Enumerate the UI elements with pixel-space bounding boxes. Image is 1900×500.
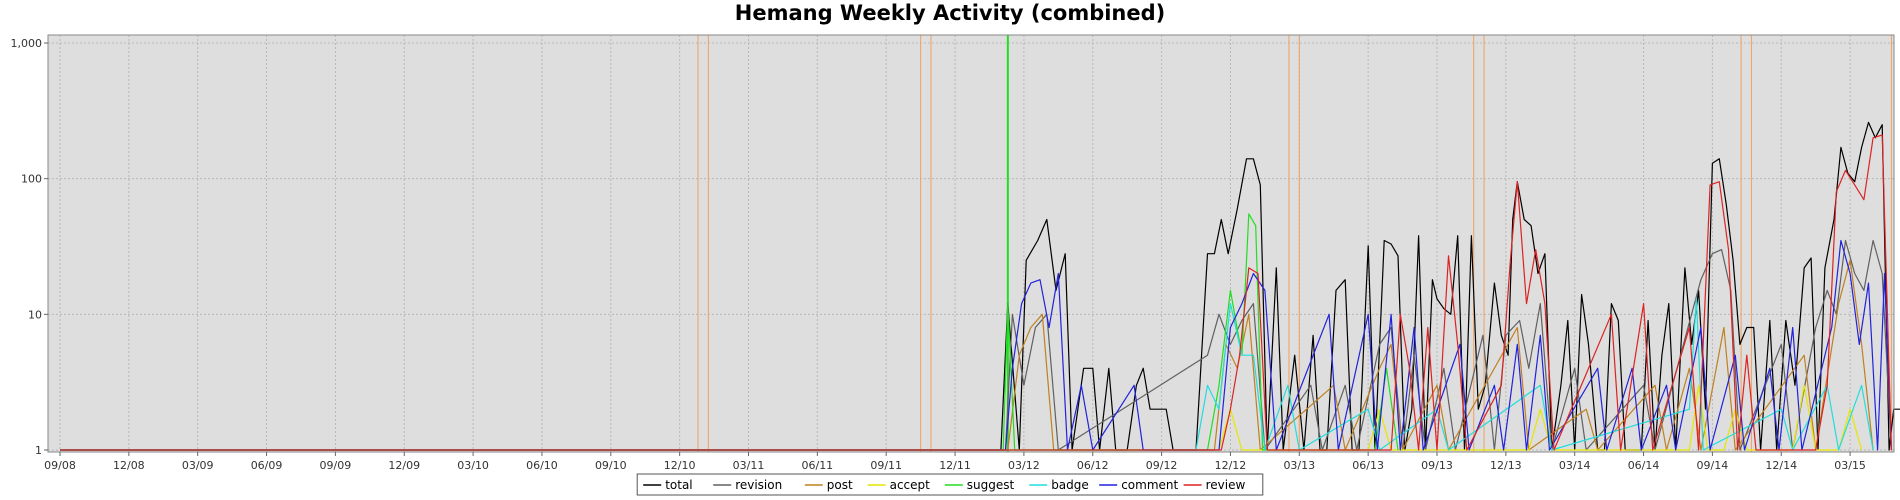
x-axis: 09/08 12/08 03/09 06/09 09/09 12/09 03/10 06/10… — [44, 452, 1866, 472]
legend-label-post: post — [827, 478, 853, 492]
x-tick-label: 03/15 — [1834, 459, 1866, 472]
x-tick-label: 09/11 — [870, 459, 902, 472]
x-tick-label: 03/09 — [182, 459, 214, 472]
x-tick-label: 06/14 — [1628, 459, 1660, 472]
x-tick-label: 03/14 — [1559, 459, 1591, 472]
x-tick-label: 12/13 — [1490, 459, 1522, 472]
legend-label-review: review — [1206, 478, 1246, 492]
grid — [48, 35, 1894, 452]
x-tick-label: 09/08 — [44, 459, 76, 472]
x-tick-label: 12/08 — [113, 459, 145, 472]
legend: total revision post accept suggest badge comme… — [636, 473, 1264, 496]
x-tick-label: 03/10 — [457, 459, 489, 472]
y-tick-label: 1 — [35, 444, 42, 457]
chart-title: Hemang Weekly Activity (combined) — [734, 1, 1166, 25]
x-tick-label: 09/09 — [320, 459, 352, 472]
x-tick-label: 09/13 — [1421, 459, 1453, 472]
x-tick-label: 09/14 — [1697, 459, 1729, 472]
y-tick-label: 1,000 — [11, 37, 43, 50]
vertical-markers — [697, 35, 1892, 452]
plot-border — [47, 34, 1895, 453]
x-tick-label: 06/10 — [526, 459, 558, 472]
x-tick-label: 12/12 — [1215, 459, 1247, 472]
legend-label-badge: badge — [1051, 478, 1089, 492]
x-tick-label: 06/13 — [1352, 459, 1384, 472]
x-tick-label: 03/11 — [733, 459, 765, 472]
x-tick-label: 03/13 — [1283, 459, 1315, 472]
series-line-total — [60, 121, 1900, 451]
plot-background — [48, 35, 1894, 452]
series-lines — [60, 121, 1900, 451]
x-tick-label: 06/12 — [1077, 459, 1109, 472]
x-tick-label: 03/12 — [1008, 459, 1040, 472]
y-tick-label: 100 — [21, 173, 42, 186]
x-tick-label: 12/14 — [1765, 459, 1797, 472]
x-tick-label: 06/11 — [801, 459, 833, 472]
legend-label-comment: comment — [1121, 478, 1178, 492]
y-axis: 1 10 100 1,000 — [11, 37, 48, 457]
legend-label-revision: revision — [735, 478, 782, 492]
legend-label-total: total — [665, 478, 692, 492]
series-line-comment — [60, 239, 1892, 451]
x-tick-label: 12/09 — [388, 459, 420, 472]
x-tick-label: 09/10 — [595, 459, 627, 472]
x-tick-label: 09/12 — [1146, 459, 1178, 472]
legend-label-accept: accept — [890, 478, 931, 492]
y-tick-label: 10 — [28, 308, 42, 321]
x-tick-label: 06/09 — [251, 459, 283, 472]
series-line-review — [60, 134, 1892, 451]
x-tick-label: 12/11 — [939, 459, 971, 472]
legend-label-suggest: suggest — [967, 478, 1015, 492]
x-tick-label: 12/10 — [664, 459, 696, 472]
